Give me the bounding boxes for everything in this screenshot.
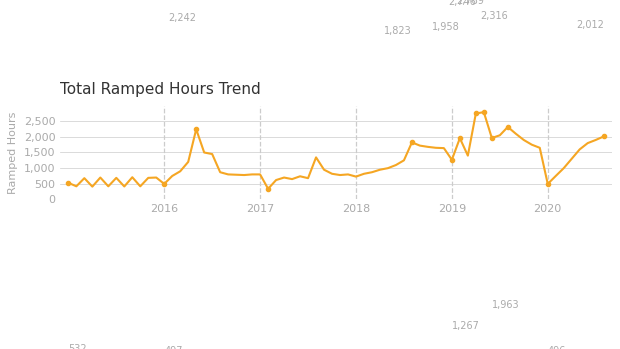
Text: 1,963: 1,963 [492, 300, 520, 310]
Text: 1,958: 1,958 [432, 22, 460, 32]
Text: 532: 532 [68, 344, 87, 349]
Text: 497: 497 [164, 346, 183, 349]
Text: 2,789: 2,789 [456, 0, 484, 6]
Y-axis label: Ramped Hours: Ramped Hours [8, 111, 19, 194]
Text: Total Ramped Hours Trend: Total Ramped Hours Trend [60, 82, 261, 97]
Text: 2,012: 2,012 [576, 20, 604, 30]
Text: 2,316: 2,316 [480, 11, 508, 21]
Text: 2,242: 2,242 [168, 13, 196, 23]
Text: 1,267: 1,267 [452, 321, 480, 332]
Text: 1,823: 1,823 [384, 26, 412, 36]
Text: 2,746: 2,746 [448, 0, 476, 7]
Text: 496: 496 [547, 346, 566, 349]
